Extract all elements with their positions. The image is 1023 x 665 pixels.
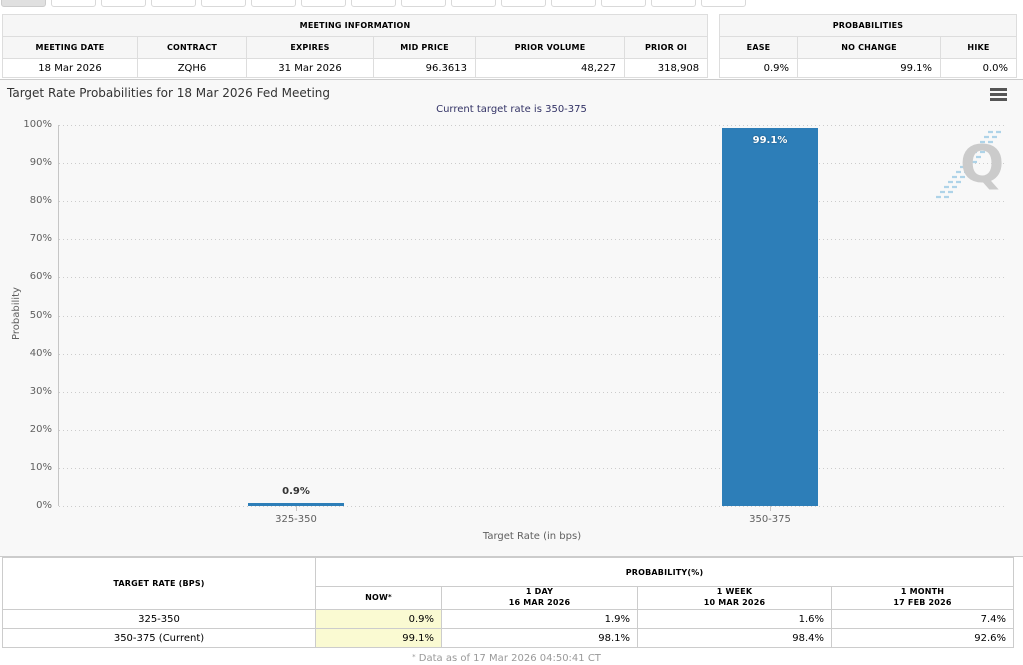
history-row: 350-375 (Current) 99.1% 98.1% 98.4% 92.6% bbox=[2, 628, 1015, 648]
gridline bbox=[59, 506, 1007, 507]
target-rate-chart-panel: Target Rate Probabilities for 18 Mar 202… bbox=[0, 79, 1023, 557]
top-tab-11[interactable] bbox=[501, 0, 546, 7]
y-axis-label: 30% bbox=[29, 385, 52, 397]
plot-area: 0.9% 325-350 99.1% 350-375 bbox=[58, 125, 1007, 525]
period-column-header: 1 DAY 16 MAR 2026 bbox=[441, 586, 638, 610]
probability-history-table: TARGET RATE (BPS) PROBABILITY(%) NOW* 1 DAY… bbox=[2, 557, 1015, 648]
bar-350-375 bbox=[722, 128, 818, 506]
y-axis-label: 60% bbox=[29, 271, 52, 283]
svg-text:Q: Q bbox=[960, 135, 1004, 195]
chart-title: Target Rate Probabilities for 18 Mar 202… bbox=[7, 86, 331, 100]
y-axis-label: 90% bbox=[29, 157, 52, 169]
period-column-header: 1 WEEK 10 MAR 2026 bbox=[637, 586, 832, 610]
gridline bbox=[59, 391, 1007, 393]
top-tab-8[interactable] bbox=[351, 0, 396, 7]
bar-value-label: 0.9% bbox=[282, 485, 310, 497]
table-title: MEETING INFORMATION bbox=[1, 14, 709, 37]
column-header: PRIOR VOLUME bbox=[475, 36, 625, 59]
table-cell: 96.3613 bbox=[373, 58, 476, 78]
probability-group-header: PROBABILITY(%) bbox=[314, 557, 1015, 587]
table-cell: ZQH6 bbox=[137, 58, 247, 78]
probabilities-table: PROBABILITIES EASE NO CHANGE HIKE 0.9% 99.1% 0… bbox=[719, 14, 1017, 78]
data-as-of-footnote: * Data as of 17 Mar 2026 04:50:41 CT bbox=[412, 653, 601, 664]
probability-cell: 99.1% bbox=[315, 628, 442, 648]
target-rate-column-header: TARGET RATE (BPS) bbox=[2, 557, 316, 610]
top-tab-4[interactable] bbox=[151, 0, 196, 7]
top-tab-7[interactable] bbox=[301, 0, 346, 7]
probability-cell: 1.6% bbox=[637, 609, 832, 629]
gridline bbox=[59, 353, 1007, 355]
probability-cell: 7.4% bbox=[830, 609, 1015, 629]
table-cell: 48,227 bbox=[475, 58, 625, 78]
y-axis-label: 100% bbox=[23, 119, 52, 130]
column-header: HIKE bbox=[940, 36, 1017, 59]
y-axis-label: 50% bbox=[29, 309, 52, 321]
gridline bbox=[59, 125, 1007, 126]
gridline bbox=[59, 315, 1007, 317]
table-cell: 18 Mar 2026 bbox=[2, 58, 138, 78]
x-axis-title: Target Rate (in bps) bbox=[482, 531, 582, 542]
x-axis-tick bbox=[770, 506, 771, 511]
probability-cell: 0.9% bbox=[315, 609, 442, 629]
gridline bbox=[59, 429, 1007, 431]
x-axis-label: 325-350 bbox=[275, 514, 317, 525]
probability-cell: 98.1% bbox=[441, 628, 638, 648]
table-cell: 0.0% bbox=[940, 58, 1017, 78]
table-cell: 99.1% bbox=[797, 58, 941, 78]
column-header: EXPIRES bbox=[246, 36, 374, 59]
bar-325-350 bbox=[248, 502, 344, 506]
y-axis-label: 10% bbox=[29, 461, 52, 473]
top-tab-5[interactable] bbox=[201, 0, 246, 7]
top-tab-2[interactable] bbox=[51, 0, 96, 7]
gridline bbox=[59, 201, 1007, 203]
column-header: CONTRACT bbox=[137, 36, 247, 59]
column-header: EASE bbox=[719, 36, 798, 59]
period-column-header: NOW* bbox=[315, 586, 442, 610]
top-tab-9[interactable] bbox=[401, 0, 446, 7]
table-title: PROBABILITIES bbox=[719, 14, 1017, 37]
chart-subtitle: Current target rate is 350-375 bbox=[436, 104, 587, 115]
top-tab-14[interactable] bbox=[651, 0, 696, 7]
y-axis-label: 80% bbox=[29, 195, 52, 207]
gridline bbox=[59, 277, 1007, 279]
bar-value-label: 99.1% bbox=[752, 135, 788, 147]
top-tab-13[interactable] bbox=[601, 0, 646, 7]
top-tab-strip bbox=[1, 0, 746, 7]
column-header: NO CHANGE bbox=[797, 36, 941, 59]
gridline bbox=[59, 467, 1007, 469]
top-tab-12[interactable] bbox=[551, 0, 596, 7]
table-cell: 0.9% bbox=[719, 58, 798, 78]
table-cell: 31 Mar 2026 bbox=[246, 58, 374, 78]
top-tab-3[interactable] bbox=[101, 0, 146, 7]
quikstrike-watermark-icon: Q bbox=[926, 125, 1016, 210]
target-rate-cell: 325-350 bbox=[2, 609, 316, 629]
column-header: MID PRICE bbox=[373, 36, 476, 59]
probability-cell: 92.6% bbox=[830, 628, 1015, 648]
probability-cell: 1.9% bbox=[441, 609, 638, 629]
period-column-header: 1 MONTH 17 FEB 2026 bbox=[830, 586, 1015, 610]
top-tab-1[interactable] bbox=[1, 0, 46, 7]
top-tab-6[interactable] bbox=[251, 0, 296, 7]
y-axis-label: 0% bbox=[36, 500, 52, 511]
column-header: PRIOR OI bbox=[623, 36, 709, 59]
gridline bbox=[59, 239, 1007, 241]
y-axis-label: 20% bbox=[29, 423, 52, 435]
table-cell: 318,908 bbox=[623, 58, 709, 78]
chart-context-menu-icon[interactable] bbox=[990, 88, 1007, 103]
top-tab-15[interactable] bbox=[701, 0, 746, 7]
y-axis-label: 40% bbox=[29, 347, 52, 359]
y-axis-label: 70% bbox=[29, 233, 52, 245]
top-tab-10[interactable] bbox=[451, 0, 496, 7]
target-rate-cell: 350-375 (Current) bbox=[2, 628, 316, 648]
x-axis-tick bbox=[296, 506, 297, 511]
gridline bbox=[59, 163, 1007, 165]
probability-cell: 98.4% bbox=[637, 628, 832, 648]
x-axis-label: 350-375 bbox=[749, 514, 791, 525]
history-row: 325-350 0.9% 1.9% 1.6% 7.4% bbox=[2, 609, 1015, 629]
meeting-information-table: MEETING INFORMATION MEETING DATE CONTRACT E… bbox=[1, 14, 709, 78]
column-header: MEETING DATE bbox=[2, 36, 138, 59]
